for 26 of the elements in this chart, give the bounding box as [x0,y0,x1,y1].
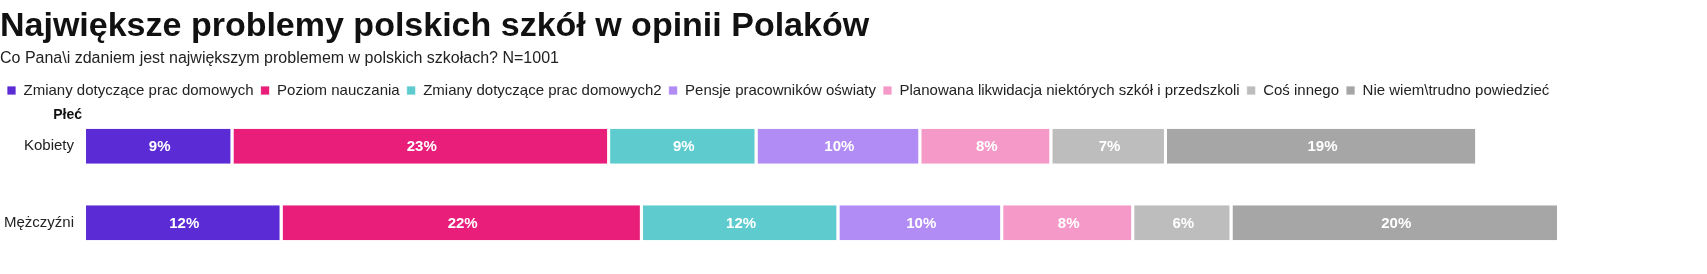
data-label: 10% [906,213,937,231]
data-label: 9% [672,137,695,155]
data-label: 20% [1381,213,1412,231]
y-tick-label: Kobiety [23,136,75,154]
legend-label: Zmiany dotyczące prac domowych [23,80,254,98]
y-tick-label: Mężczyźni [4,212,75,230]
chart-subtitle: Co Pana\i zdaniem jest największym problemem w polskich szkołach? N=1001 [0,48,560,66]
data-label: 19% [1307,137,1338,155]
data-label: 6% [1172,213,1195,231]
legend-label: Nie wiem\trudno powiedzieć [1362,80,1550,98]
chart-title: Największe problemy polskich szkół w opinii Polaków [0,4,870,43]
legend-label: Zmiany dotyczące prac domowych2 [423,80,662,98]
data-label: 12% [726,213,757,231]
legend-label: Poziom nauczania [277,80,401,98]
y-axis-title: Płeć [53,105,83,122]
data-label: 10% [824,137,855,155]
data-label: 9% [148,137,171,155]
data-label: 12% [169,213,200,231]
legend-label: Planowana likwidacja niektórych szkół i przedszkoli [899,80,1240,98]
data-label: 7% [1098,137,1121,155]
data-label: 8% [975,137,998,155]
legend-label: Pensje pracowników oświaty [685,80,877,98]
legend-label: Coś innego [1263,80,1340,98]
data-label: 23% [406,137,437,155]
data-label: 22% [447,213,478,231]
data-label: 8% [1057,213,1080,231]
